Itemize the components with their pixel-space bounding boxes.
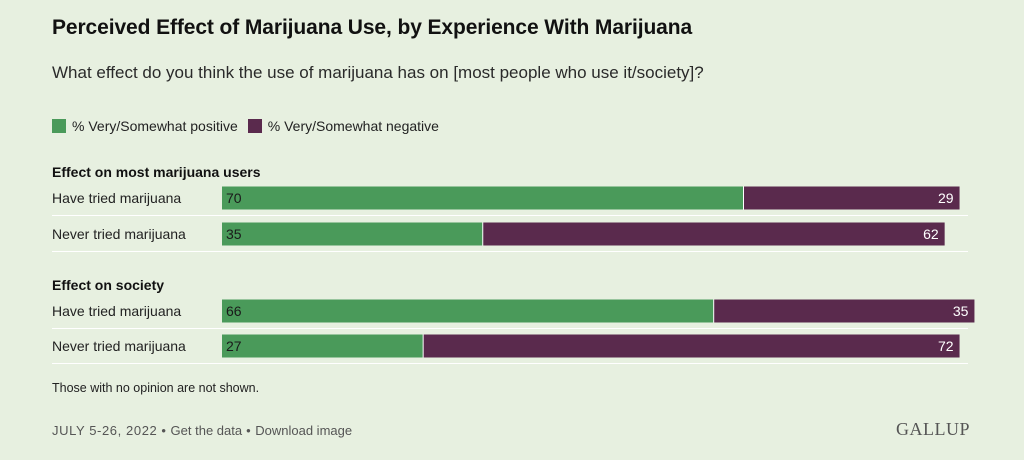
legend-item-positive: % Very/Somewhat positive [52, 118, 238, 134]
chart-subtitle: What effect do you think the use of mari… [52, 63, 704, 82]
bar-negative [713, 299, 975, 323]
value-label-positive: 66 [226, 303, 242, 319]
legend-swatch-positive [52, 119, 66, 133]
footer: JULY 5-26, 2022 • Get the data • Downloa… [52, 423, 352, 438]
bar-negative [423, 334, 960, 358]
footer-separator: • [246, 423, 252, 438]
survey-date: JULY 5-26, 2022 [52, 423, 158, 438]
value-label-positive: 35 [226, 226, 242, 242]
legend-swatch-negative [247, 119, 262, 133]
row-label: Never tried marijuana [52, 338, 186, 354]
group-header: Effect on society [52, 277, 164, 293]
row-label: Have tried marijuana [52, 303, 181, 319]
bar-negative [482, 222, 945, 246]
row-label: Have tried marijuana [52, 190, 181, 206]
bar-positive [222, 334, 424, 358]
value-label-negative: 29 [938, 190, 954, 206]
get-data-link[interactable]: Get the data [170, 423, 243, 438]
legend-item-negative: % Very/Somewhat negative [247, 118, 439, 134]
chart-title: Perceived Effect of Marijuana Use, by Ex… [52, 16, 693, 39]
bar-positive [222, 186, 744, 210]
chart-note: Those with no opinion are not shown. [52, 381, 260, 395]
value-label-negative: 35 [953, 303, 969, 319]
value-label-negative: 72 [938, 338, 954, 354]
bar-positive [222, 222, 483, 246]
gallup-logo: GALLUP [896, 419, 970, 439]
download-image-link[interactable]: Download image [255, 423, 353, 438]
bar-negative [743, 186, 960, 210]
value-label-negative: 62 [923, 226, 939, 242]
footer-separator: • [161, 423, 167, 438]
legend-label-negative: % Very/Somewhat negative [267, 118, 439, 134]
legend: % Very/Somewhat positive % Very/Somewhat… [52, 118, 449, 134]
row-label: Never tried marijuana [52, 226, 186, 242]
value-label-positive: 27 [226, 338, 242, 354]
legend-label-positive: % Very/Somewhat positive [72, 118, 238, 134]
value-label-positive: 70 [226, 190, 242, 206]
group-header: Effect on most marijuana users [52, 164, 261, 180]
bar-positive [222, 299, 714, 323]
